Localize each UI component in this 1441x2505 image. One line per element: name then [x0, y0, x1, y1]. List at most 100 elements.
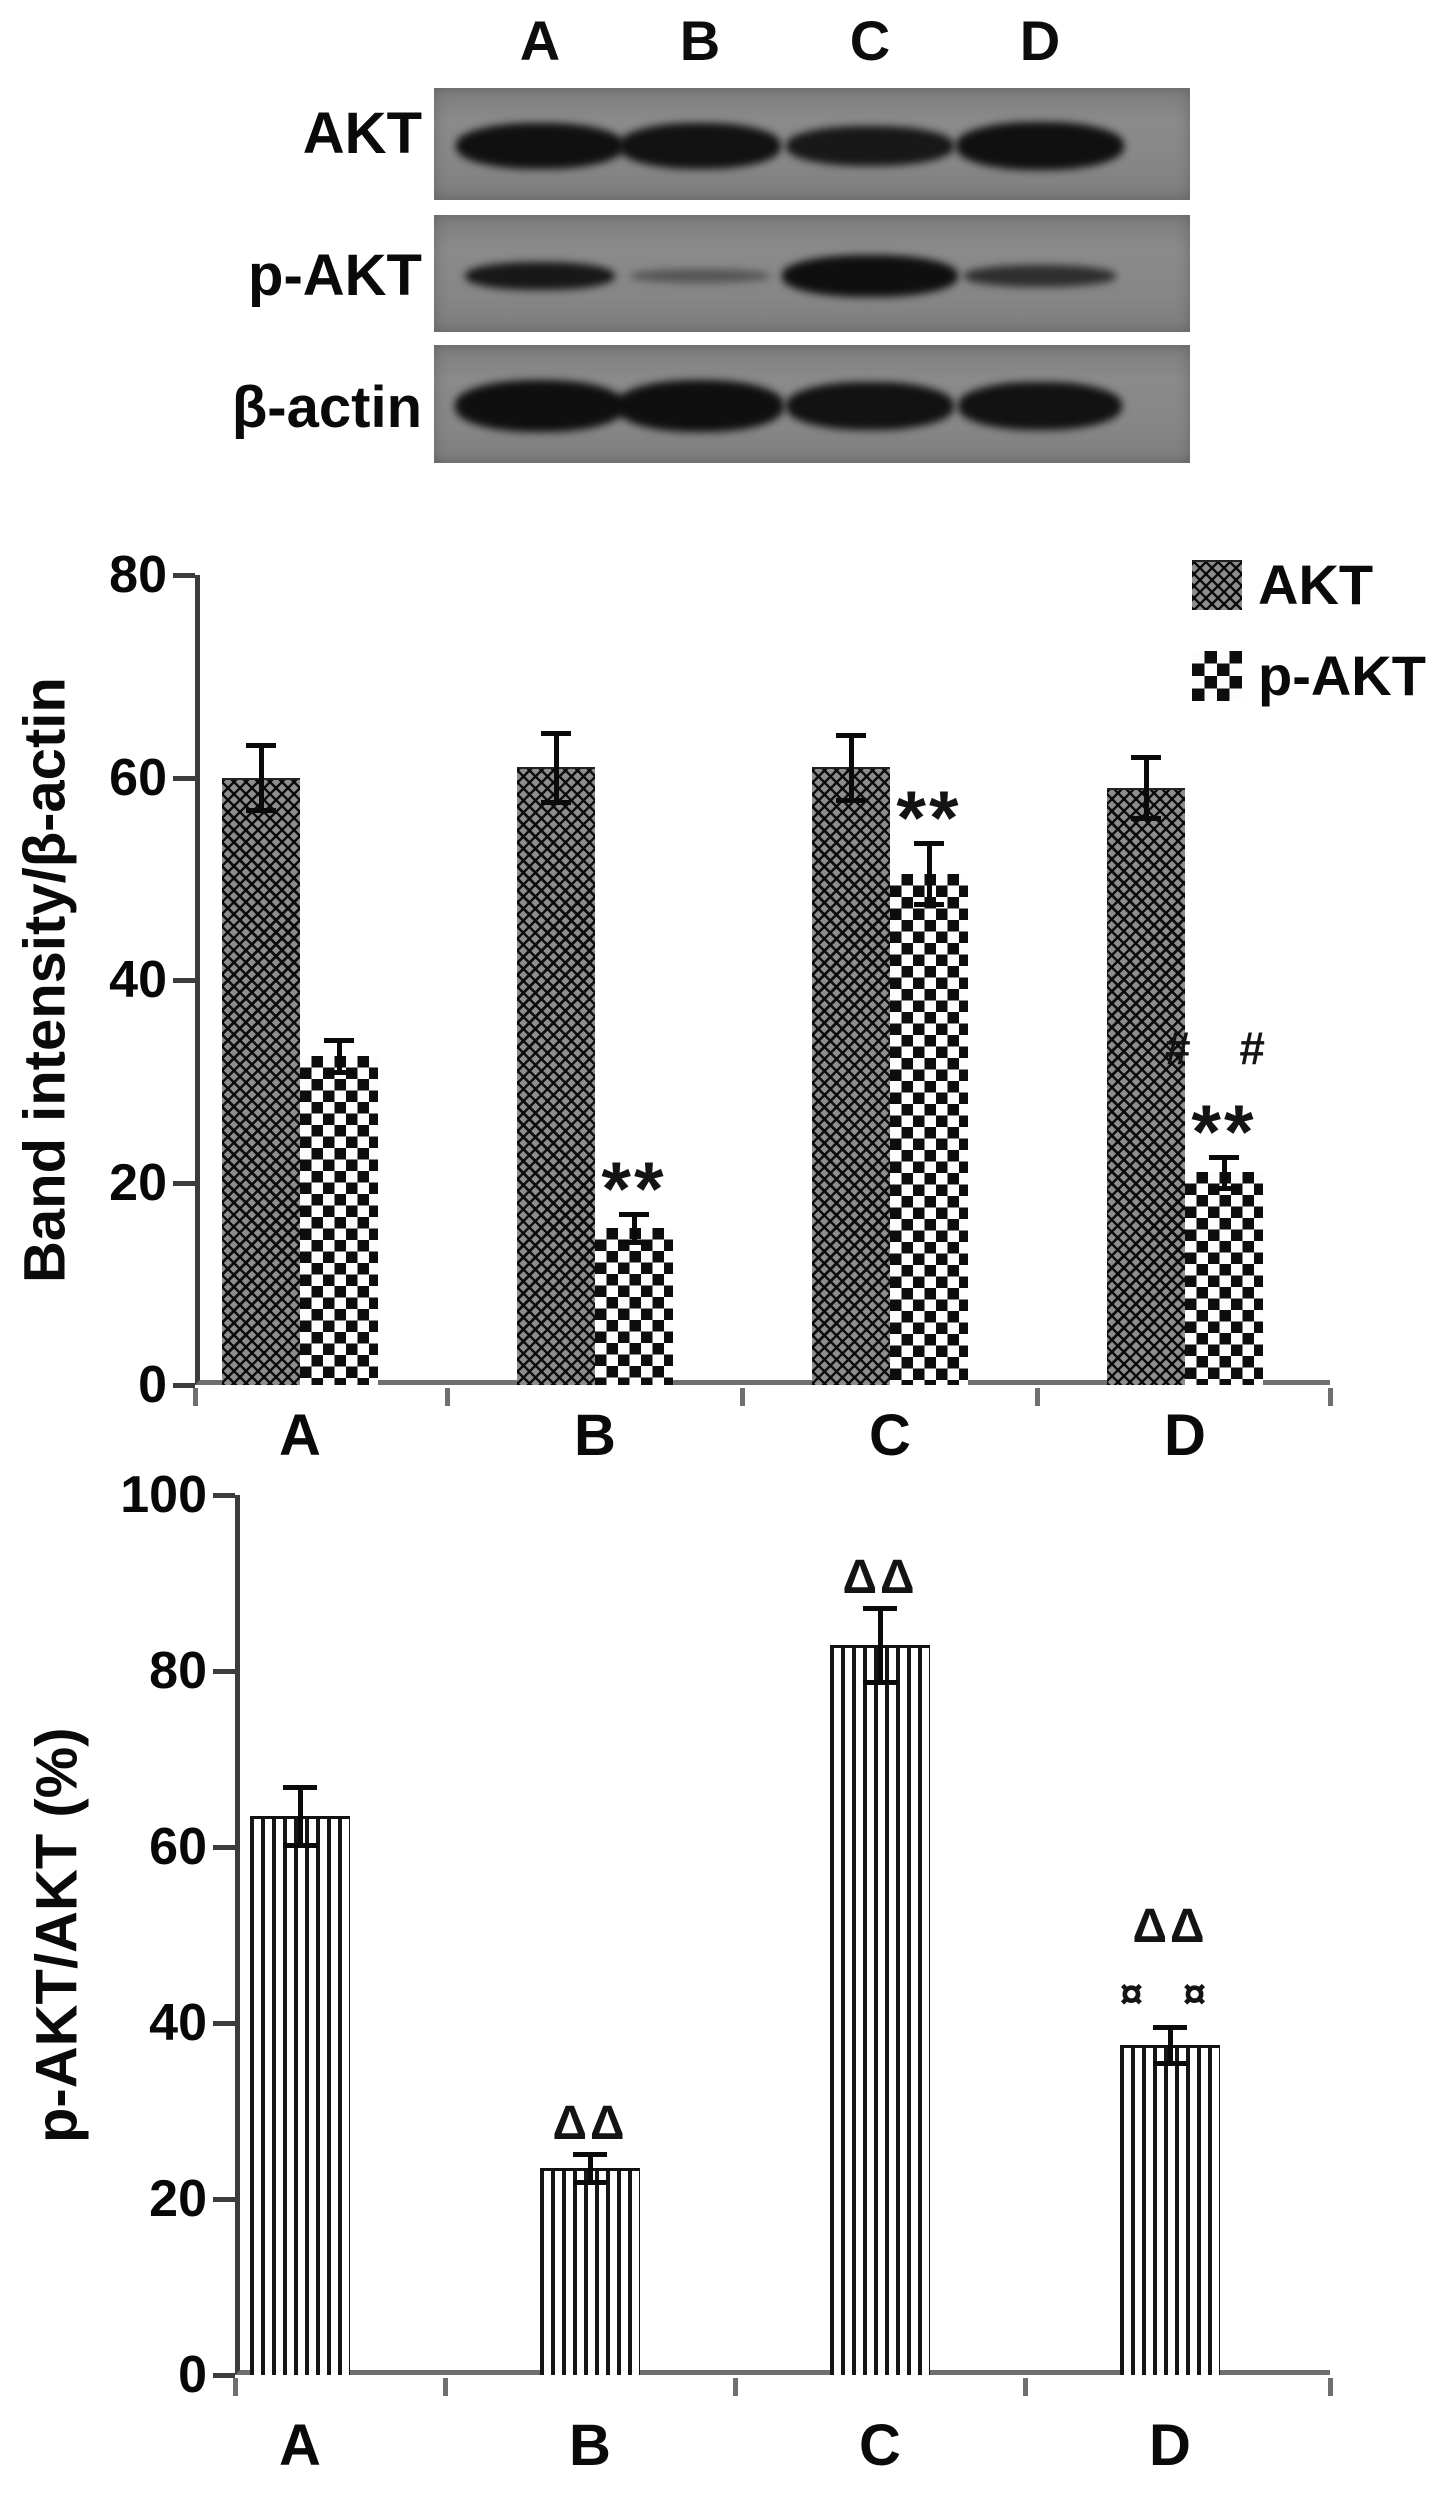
blot-membrane-akt — [434, 88, 1190, 200]
blot-band — [964, 264, 1116, 287]
blot-band — [786, 382, 954, 430]
blot-band — [619, 123, 781, 169]
error-bar — [554, 732, 559, 802]
y-tick-mark — [213, 2197, 235, 2202]
blot-row-label-akt: AKT — [302, 101, 422, 166]
blot-band — [958, 382, 1122, 430]
x-tick-mark — [443, 2378, 448, 2396]
y-tick-label: 40 — [109, 951, 167, 1009]
y-tick-label: 0 — [178, 2346, 207, 2404]
significance-marker: ΔΔ — [552, 2097, 628, 2151]
bar-akt-d — [1107, 787, 1185, 1385]
plot-area — [195, 575, 1330, 1385]
y-tick-mark — [213, 2021, 235, 2026]
error-bar-cap — [914, 841, 944, 847]
error-bar-cap — [324, 1037, 354, 1043]
error-bar — [337, 1039, 342, 1073]
error-bar-cap — [863, 1605, 897, 1611]
error-bar — [588, 2154, 593, 2183]
x-category-label-a: A — [279, 2413, 321, 2478]
lane-label-d: D — [1019, 9, 1061, 72]
error-bar-cap — [1131, 755, 1161, 761]
lane-label-c: C — [849, 9, 891, 72]
y-tick-mark — [173, 1180, 195, 1186]
x-category-label-c: C — [859, 2413, 901, 2478]
y-tick-mark — [213, 1845, 235, 1850]
y-axis-title: p-AKT/AKT (%) — [24, 1727, 90, 2143]
blot-band — [630, 268, 770, 283]
blot-membrane-pakt — [434, 215, 1190, 332]
x-tick-mark — [1328, 2378, 1333, 2396]
x-tick-mark — [733, 2378, 738, 2396]
y-tick-mark — [173, 978, 195, 983]
significance-marker: ΔΔ — [842, 1550, 918, 1604]
significance-marker: # # — [1165, 1022, 1283, 1075]
y-tick-label: 20 — [149, 2170, 207, 2228]
error-bar — [298, 1787, 303, 1846]
blot-band — [456, 123, 624, 169]
x-tick-mark — [1035, 1388, 1040, 1406]
error-bar-cap — [246, 807, 276, 813]
bar-ratio-b — [540, 2168, 640, 2375]
y-tick-label: 60 — [149, 1818, 207, 1876]
legend-label-pakt: p-AKT — [1258, 644, 1426, 707]
error-bar — [849, 734, 854, 800]
legend-entry-akt: AKT — [1192, 552, 1426, 617]
error-bar — [1144, 757, 1149, 818]
bar-ratio-c — [830, 1644, 930, 2375]
lane-label-a: A — [519, 9, 561, 72]
x-category-label-b: B — [574, 1403, 616, 1468]
error-bar-cap — [283, 1843, 317, 1849]
error-bar — [1222, 1157, 1227, 1188]
bar-ratio-a — [250, 1816, 350, 2375]
blot-row-label-pakt: p-AKT — [248, 243, 422, 308]
bar-akt-a — [222, 777, 300, 1385]
error-bar-cap — [619, 1211, 649, 1217]
x-tick-mark — [233, 2378, 238, 2396]
error-bar-cap — [541, 799, 571, 805]
error-bar-cap — [541, 730, 571, 736]
error-bar — [927, 843, 932, 905]
x-category-label-d: D — [1149, 2413, 1191, 2478]
error-bar — [259, 745, 264, 810]
bar-akt-c — [812, 767, 890, 1385]
y-tick-label: 60 — [109, 748, 167, 807]
error-bar-cap — [836, 797, 866, 803]
bar-p-akt-b — [595, 1228, 673, 1385]
blot-band — [465, 261, 615, 290]
blot-row-label-bactin: β-actin — [231, 375, 422, 440]
error-bar-cap — [914, 902, 944, 908]
error-bar-cap — [1153, 2025, 1187, 2031]
error-bar-cap — [246, 743, 276, 749]
error-bar — [632, 1213, 637, 1243]
y-tick-mark — [213, 2373, 235, 2378]
blot-membrane-bactin — [434, 345, 1190, 463]
blot-band — [616, 380, 784, 432]
error-bar-cap — [1131, 816, 1161, 821]
lane-label-b: B — [679, 9, 721, 72]
legend-label-akt: AKT — [1258, 553, 1374, 616]
x-category-label-d: D — [1164, 1403, 1206, 1468]
significance-marker: ΔΔ — [1132, 1900, 1208, 1954]
x-tick-mark — [1328, 1388, 1333, 1406]
error-bar — [878, 1607, 883, 1682]
error-bar-cap — [573, 2180, 607, 2186]
y-tick-label: 80 — [109, 546, 167, 604]
legend-entry-pakt: p-AKT — [1192, 643, 1426, 708]
y-tick-mark — [173, 1383, 195, 1388]
x-tick-mark — [740, 1388, 745, 1406]
y-tick-label: 80 — [149, 1642, 207, 1700]
plot-area — [235, 1495, 1330, 2375]
pakt-pattern-swatch — [1192, 650, 1242, 701]
x-category-label-c: C — [869, 1403, 911, 1468]
y-tick-mark — [213, 1669, 235, 1674]
bar-ratio-d — [1120, 2045, 1220, 2375]
error-bar — [1168, 2027, 1173, 2063]
akt-pattern-swatch — [1192, 559, 1242, 610]
legend: AKT p-AKT — [1192, 552, 1426, 734]
y-tick-label: 20 — [109, 1153, 167, 1212]
x-category-label-a: A — [279, 1403, 321, 1468]
error-bar-cap — [1153, 2060, 1187, 2066]
bar-akt-b — [517, 767, 595, 1385]
